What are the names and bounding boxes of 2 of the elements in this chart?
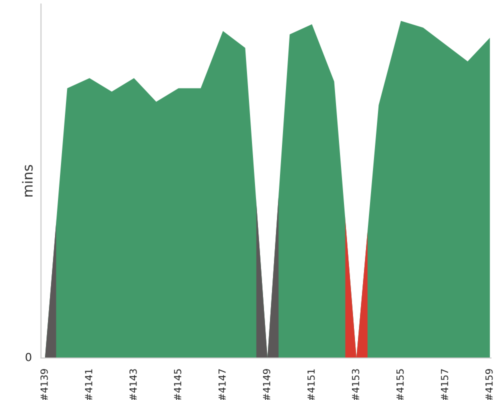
y-axis-title: mins — [22, 164, 33, 196]
text: 0 — [26, 352, 32, 362]
